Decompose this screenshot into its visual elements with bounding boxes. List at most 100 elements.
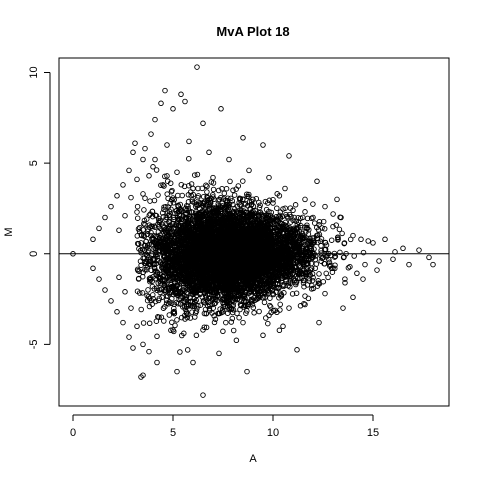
data-point [227, 178, 233, 185]
data-point [136, 228, 143, 235]
data-point [246, 191, 252, 198]
data-point [162, 173, 168, 180]
data-point [155, 192, 161, 198]
data-point [171, 305, 177, 312]
data-point [354, 270, 360, 277]
data-point [187, 315, 194, 321]
data-point [134, 215, 141, 221]
data-point [275, 277, 282, 284]
data-point [200, 193, 207, 200]
data-point [210, 186, 217, 193]
data-point [328, 237, 335, 243]
data-point [306, 278, 313, 284]
data-point [267, 295, 273, 301]
data-point [161, 318, 167, 324]
data-point [135, 276, 142, 282]
data-point [204, 202, 210, 208]
data-point [345, 265, 352, 271]
data-point [147, 198, 153, 204]
data-point [182, 298, 188, 304]
data-point [179, 208, 185, 215]
data-point [206, 302, 213, 308]
data-point [326, 256, 332, 263]
data-point [181, 330, 187, 337]
data-point [203, 182, 209, 188]
data-point [228, 319, 235, 325]
data-point [292, 202, 299, 208]
data-point [203, 324, 210, 331]
data-point [267, 302, 273, 309]
data-point [206, 305, 213, 312]
data-point [209, 301, 216, 308]
data-point [134, 266, 141, 273]
data-point [149, 301, 155, 307]
data-point [204, 189, 210, 195]
data-point [142, 195, 148, 201]
data-point [179, 192, 185, 199]
data-point [138, 240, 144, 246]
data-point [309, 282, 315, 289]
data-point [158, 314, 165, 320]
data-point [289, 291, 296, 297]
data-point [156, 287, 163, 293]
data-point [304, 222, 310, 228]
data-point [152, 212, 159, 218]
data-point [195, 194, 201, 201]
data-point [365, 238, 371, 244]
data-point [160, 305, 167, 311]
data-point [256, 308, 262, 315]
data-point [312, 265, 318, 272]
data-point [281, 282, 287, 289]
data-point [223, 185, 230, 192]
data-point [265, 320, 271, 327]
data-point [172, 267, 178, 273]
data-point [138, 250, 144, 256]
data-point [293, 290, 300, 296]
data-point [265, 200, 271, 206]
data-point [210, 192, 216, 198]
data-point [139, 290, 146, 296]
data-point [315, 227, 322, 233]
data-point [173, 208, 180, 214]
data-point [221, 190, 228, 197]
data-point [186, 182, 192, 189]
data-point [212, 316, 219, 322]
data-point [178, 314, 185, 321]
data-point [337, 249, 343, 256]
data-point [342, 276, 348, 282]
data-point [277, 301, 283, 308]
data-point [186, 155, 192, 162]
data-point [166, 312, 173, 318]
data-point [220, 196, 227, 202]
data-point [162, 303, 168, 310]
data-point [150, 246, 157, 252]
y-axis-label: M [3, 227, 15, 236]
data-point [351, 253, 357, 259]
data-point [197, 200, 203, 206]
data-point [183, 309, 190, 315]
data-point [300, 280, 307, 286]
data-point [302, 293, 308, 299]
data-point [267, 304, 274, 310]
data-point [277, 212, 283, 219]
data-point [161, 183, 167, 189]
data-point [257, 202, 263, 208]
data-point [217, 194, 224, 201]
data-point [140, 320, 147, 326]
data-point [331, 254, 338, 260]
data-point [171, 310, 178, 317]
data-point [228, 195, 234, 202]
data-point [240, 196, 246, 203]
data-point [339, 230, 345, 237]
data-point [163, 216, 169, 223]
data-point [209, 296, 216, 302]
data-point [138, 306, 144, 313]
data-point [251, 310, 257, 316]
data-point [210, 305, 216, 311]
data-point [144, 244, 150, 251]
data-point [159, 210, 166, 216]
data-point [194, 171, 201, 178]
data-point [318, 250, 324, 256]
data-point [172, 322, 178, 329]
data-point [134, 233, 141, 239]
